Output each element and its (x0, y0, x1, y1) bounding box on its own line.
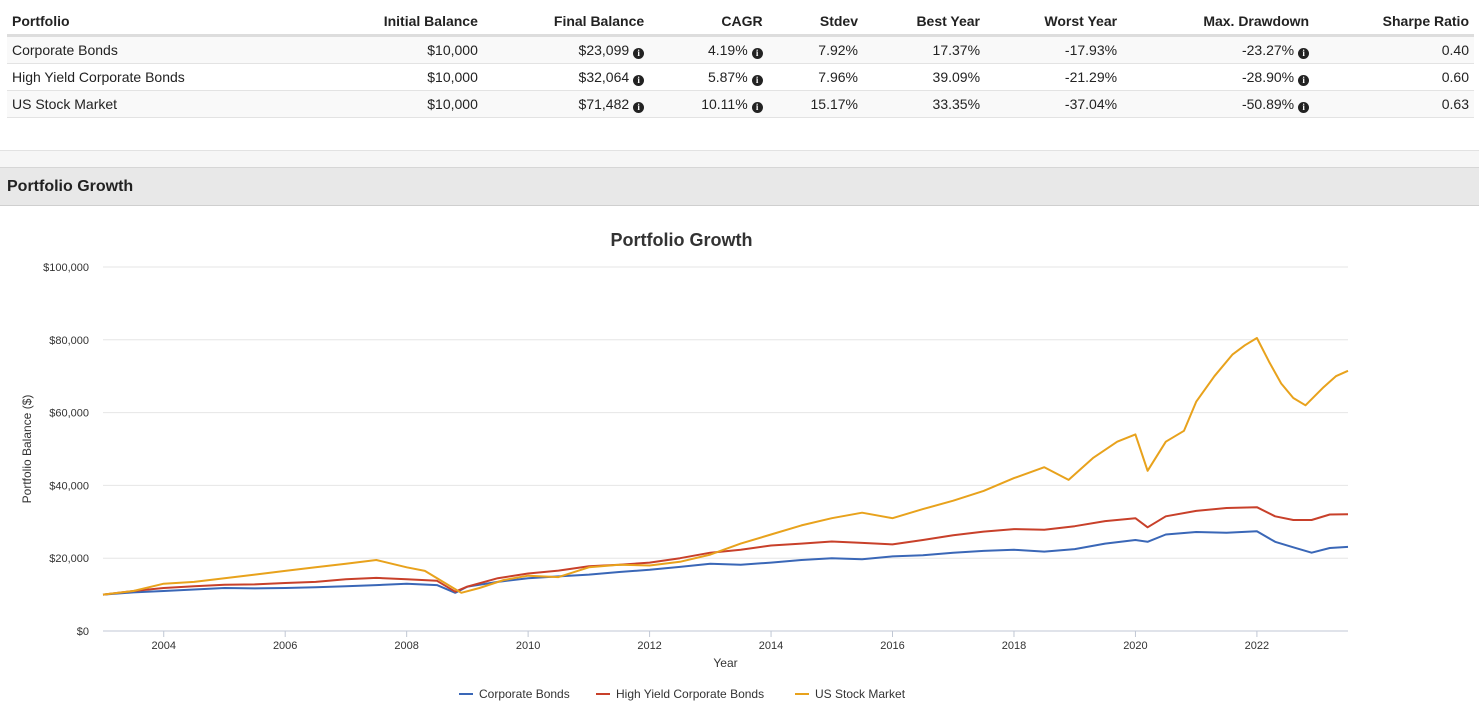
legend-item: High Yield Corporate Bonds (616, 687, 764, 701)
y-tick-label: $80,000 (49, 335, 89, 347)
cell-portfolio: Corporate Bonds (7, 35, 311, 64)
col-header-final-balance[interactable]: Final Balance (482, 8, 650, 37)
cell-initial-balance: $10,000 (310, 35, 483, 64)
col-header-stdev[interactable]: Stdev (767, 8, 863, 37)
cell-initial-balance: $10,000 (310, 90, 483, 118)
x-tick-label: 2010 (516, 640, 540, 652)
y-tick-label: $60,000 (49, 408, 89, 420)
cell-portfolio: US Stock Market (7, 90, 311, 118)
info-circle-icon[interactable]: i (1298, 101, 1310, 113)
cell-final-balance: $71,482 i (482, 90, 650, 118)
cagr-value: 10.11% (701, 95, 748, 112)
x-tick-label: 2018 (1002, 640, 1026, 652)
cell-stdev: 7.96% (767, 63, 863, 91)
max-drawdown-value: -50.89% (1241, 95, 1295, 112)
portfolio-growth-chart: Portfolio Growth $0 $20,000 $40,000 $60,000 $… (20, 230, 1349, 701)
y-tick-label: $20,000 (49, 553, 89, 565)
final-balance-value: $32,064 (578, 68, 630, 85)
col-header-worst-year[interactable]: Worst Year (985, 8, 1123, 37)
info-circle-icon[interactable]: i (751, 101, 763, 113)
col-header-initial-balance[interactable]: Initial Balance (310, 8, 483, 37)
x-axis-label: Year (713, 656, 737, 670)
cell-portfolio: High Yield Corporate Bonds (7, 63, 311, 91)
chart-title: Portfolio Growth (611, 230, 753, 250)
cell-sharpe-ratio: 0.60 (1314, 63, 1474, 91)
series-line-high-yield-corporate-bonds (102, 506, 1349, 596)
cell-cagr: 5.87% i (649, 63, 768, 91)
x-tick-label: 2012 (637, 640, 661, 652)
info-circle-icon[interactable]: i (1298, 74, 1310, 86)
cell-max-drawdown: -23.27% i (1122, 35, 1315, 64)
cell-initial-balance: $10,000 (310, 63, 483, 91)
cell-cagr: 10.11% i (649, 90, 768, 118)
cell-max-drawdown: -50.89% i (1122, 90, 1315, 118)
series-line-us-stock-market (102, 337, 1349, 596)
cagr-value: 5.87% (707, 68, 748, 85)
info-circle-icon[interactable]: i (633, 101, 645, 113)
table-row: US Stock Market $10,000 $71,482 i 10.11% i… (7, 90, 1474, 118)
final-balance-value: $23,099 (578, 41, 630, 58)
col-header-max-drawdown[interactable]: Max. Drawdown (1122, 8, 1315, 37)
col-header-sharpe-ratio[interactable]: Sharpe Ratio (1314, 8, 1474, 37)
cell-final-balance: $32,064 i (482, 63, 650, 91)
info-circle-icon[interactable]: i (1298, 47, 1310, 59)
cell-cagr: 4.19% i (649, 35, 768, 64)
x-tick-label: 2022 (1245, 640, 1269, 652)
info-circle-icon[interactable]: i (633, 74, 645, 86)
info-circle-icon[interactable]: i (633, 47, 645, 59)
legend-item: US Stock Market (815, 687, 906, 701)
final-balance-value: $71,482 (578, 95, 630, 112)
cell-best-year: 33.35% (862, 90, 986, 118)
cell-worst-year: -17.93% (985, 35, 1123, 64)
table-row: Corporate Bonds $10,000 $23,099 i 4.19% i … (7, 35, 1474, 64)
max-drawdown-value: -23.27% (1241, 41, 1295, 58)
y-axis-label: Portfolio Balance ($) (20, 395, 34, 504)
x-tick-label: 2004 (151, 640, 175, 652)
col-header-cagr[interactable]: CAGR (649, 8, 768, 37)
section-title: Portfolio Growth (7, 178, 134, 195)
cell-sharpe-ratio: 0.63 (1314, 90, 1474, 118)
cell-final-balance: $23,099 i (482, 35, 650, 64)
cell-max-drawdown: -28.90% i (1122, 63, 1315, 91)
col-header-best-year[interactable]: Best Year (862, 8, 986, 37)
cell-best-year: 39.09% (862, 63, 986, 91)
cell-stdev: 15.17% (767, 90, 863, 118)
y-tick-label: $100,000 (43, 262, 89, 274)
cagr-value: 4.19% (707, 41, 748, 58)
y-tick-label: $40,000 (49, 480, 89, 492)
cell-best-year: 17.37% (862, 35, 986, 64)
info-circle-icon[interactable]: i (751, 74, 763, 86)
cell-sharpe-ratio: 0.40 (1314, 35, 1474, 64)
x-tick-label: 2020 (1123, 640, 1147, 652)
series-line-corporate-bonds (102, 530, 1349, 596)
legend-item: Corporate Bonds (479, 687, 570, 701)
cell-worst-year: -37.04% (985, 90, 1123, 118)
section-spacer (0, 150, 1479, 168)
table-header-row: Portfolio Initial Balance Final Balance … (7, 8, 1474, 37)
cell-stdev: 7.92% (767, 35, 863, 64)
x-tick-label: 2008 (394, 640, 418, 652)
x-tick-label: 2014 (759, 640, 783, 652)
info-circle-icon[interactable]: i (751, 47, 763, 59)
table-row: High Yield Corporate Bonds $10,000 $32,0… (7, 63, 1474, 91)
y-tick-label: $0 (77, 626, 89, 638)
max-drawdown-value: -28.90% (1241, 68, 1295, 85)
col-header-portfolio[interactable]: Portfolio (7, 8, 311, 37)
portfolio-stats-table: Portfolio Initial Balance Final Balance … (7, 8, 1474, 118)
x-tick-label: 2016 (880, 640, 904, 652)
cell-worst-year: -21.29% (985, 63, 1123, 91)
x-tick-label: 2006 (273, 640, 297, 652)
section-header-bar: Portfolio Growth (0, 167, 1479, 206)
